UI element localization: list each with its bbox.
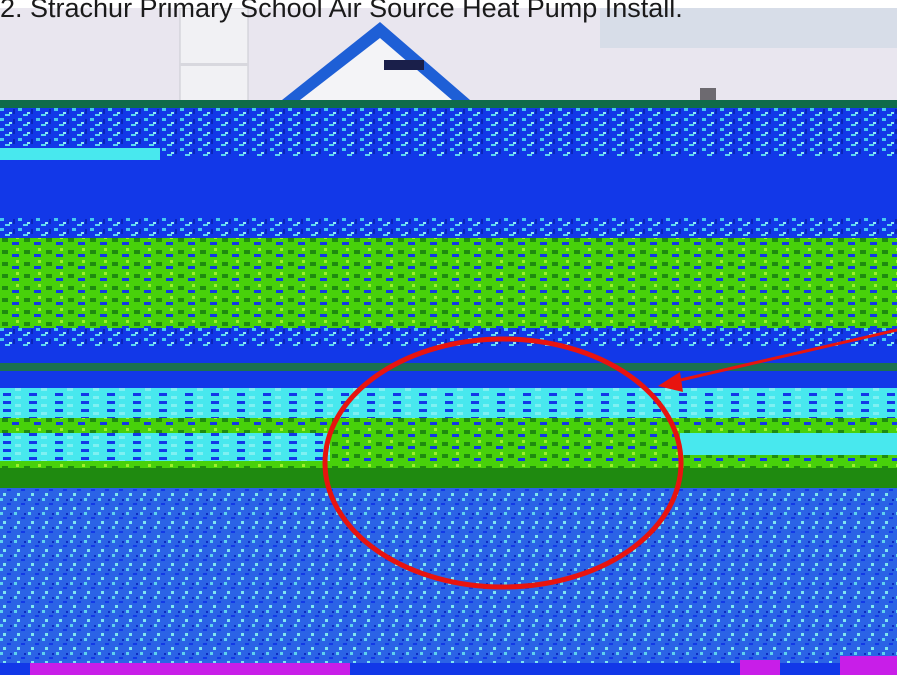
chimney — [179, 8, 249, 104]
highlight-ellipse — [322, 336, 684, 590]
school-photo — [0, 8, 897, 675]
photo-canvas — [0, 8, 897, 675]
ground — [0, 488, 897, 663]
roofline — [0, 100, 897, 108]
heat-pump-annotation — [322, 328, 897, 590]
pointer-arrow-line — [671, 328, 897, 384]
path-band — [0, 388, 897, 418]
building-wall-mid — [0, 158, 897, 218]
photo-caption: 2. Strachur Primary School Air Source He… — [0, 0, 683, 23]
hedge-band — [0, 238, 897, 328]
pointer-arrow-head — [658, 372, 683, 392]
roof-fixture — [700, 88, 716, 100]
bottom-band — [30, 663, 350, 675]
